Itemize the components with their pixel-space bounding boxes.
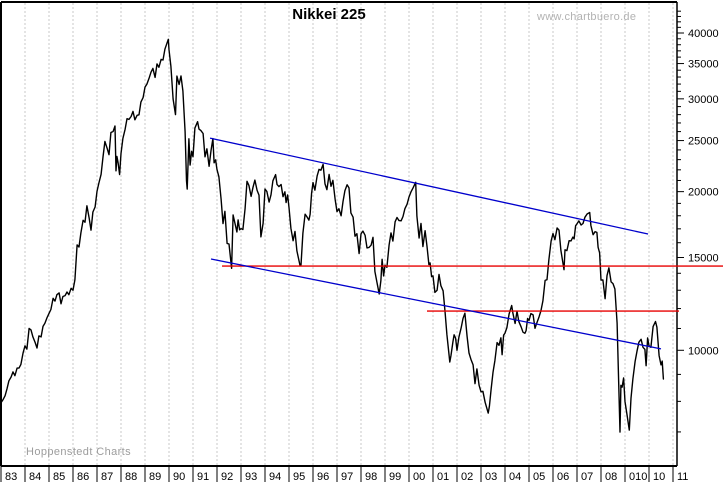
x-tick-label: 91 — [197, 471, 209, 483]
y-tick-label: 15000 — [688, 252, 719, 264]
watermark-url: www.chartbuero.de — [537, 11, 637, 23]
x-tick-label: 98 — [365, 471, 377, 483]
x-tick-label: 02 — [461, 471, 473, 483]
x-tick-label: 87 — [101, 471, 113, 483]
x-tick-label: 06 — [557, 471, 569, 483]
x-tick-label: 010 — [629, 471, 647, 483]
x-tick-label: 89 — [149, 471, 161, 483]
y-tick-label: 30000 — [688, 94, 719, 106]
credit-label: Hoppenstedt Charts — [26, 446, 132, 458]
x-tick-label: 01 — [437, 471, 449, 483]
x-tick-label: 93 — [245, 471, 257, 483]
y-tick-label: 20000 — [688, 187, 719, 199]
y-tick-label: 10000 — [688, 345, 719, 357]
x-tick-label: 11 — [677, 471, 688, 483]
x-tick-label: 00 — [413, 471, 425, 483]
x-tick-label: 05 — [533, 471, 545, 483]
x-tick-label: 97 — [341, 471, 353, 483]
x-tick-label: 04 — [509, 471, 521, 483]
x-tick-label: 86 — [77, 471, 89, 483]
y-tick-label: 25000 — [688, 136, 719, 148]
x-tick-label: 95 — [293, 471, 305, 483]
x-tick-label: 92 — [221, 471, 233, 483]
x-tick-label: 03 — [485, 471, 497, 483]
upper-channel-line — [209, 137, 649, 235]
x-tick-label: 07 — [581, 471, 593, 483]
lower-channel-line — [210, 258, 662, 350]
x-tick-label: 08 — [605, 471, 617, 483]
x-tick-label: 94 — [269, 471, 281, 483]
chart-title: Nikkei 225 — [292, 6, 366, 23]
x-tick-label: 84 — [29, 471, 41, 483]
x-tick-label: 85 — [53, 471, 65, 483]
x-tick-label: 90 — [173, 471, 185, 483]
x-tick-label: 10 — [653, 471, 665, 483]
y-tick-label: 35000 — [688, 59, 719, 71]
price-line — [0, 38, 665, 433]
x-tick-label: 99 — [389, 471, 401, 483]
x-tick-label: 96 — [317, 471, 329, 483]
y-tick-label: 40000 — [688, 28, 719, 40]
x-tick-label: 88 — [125, 471, 137, 483]
x-tick-label: 83 — [5, 471, 17, 483]
